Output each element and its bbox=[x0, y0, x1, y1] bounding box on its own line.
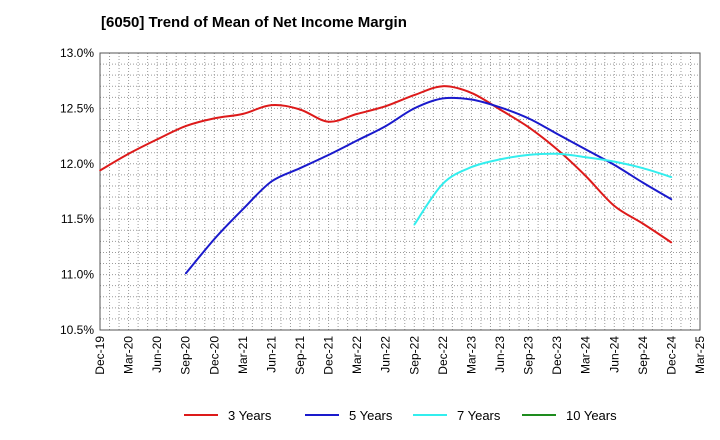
data-point-7-years bbox=[442, 182, 444, 185]
legend-swatch-3-years bbox=[184, 414, 218, 416]
x-tick-label: Dec-19 bbox=[93, 336, 107, 375]
data-point-5-years bbox=[327, 154, 330, 156]
legend-item-5-years: 5 Years bbox=[305, 405, 392, 425]
data-point-5-years bbox=[556, 133, 558, 135]
data-point-5-years bbox=[499, 106, 501, 109]
data-point-3-years bbox=[156, 138, 158, 141]
data-point-5-years bbox=[584, 148, 587, 151]
data-point-5-years bbox=[242, 208, 244, 210]
legend-label: 5 Years bbox=[349, 407, 393, 423]
chart-legend: 3 Years 5 Years 7 Years 10 Years bbox=[0, 405, 720, 425]
x-tick-label: Dec-20 bbox=[207, 336, 221, 375]
data-point-5-years bbox=[527, 117, 530, 120]
data-point-3-years bbox=[384, 105, 387, 107]
chart-title: [6050] Trend of Mean of Net Income Margi… bbox=[101, 14, 407, 31]
data-point-3-years bbox=[613, 205, 616, 207]
data-point-5-years bbox=[642, 181, 644, 184]
y-tick-label: 13.0% bbox=[60, 46, 94, 60]
data-point-7-years bbox=[413, 223, 416, 226]
x-tick-label: Sep-21 bbox=[293, 336, 307, 375]
data-point-3-years bbox=[356, 113, 358, 115]
x-tick-label: Jun-22 bbox=[379, 336, 393, 373]
x-tick-label: Dec-21 bbox=[322, 336, 336, 375]
data-point-3-years bbox=[184, 125, 187, 127]
x-tick-label: Mar-20 bbox=[122, 336, 136, 374]
y-tick-label: 12.0% bbox=[60, 157, 94, 171]
x-tick-label: Mar-22 bbox=[350, 336, 364, 374]
data-point-5-years bbox=[213, 238, 216, 240]
data-point-3-years bbox=[527, 126, 530, 128]
data-point-3-years bbox=[99, 169, 101, 172]
data-point-3-years bbox=[213, 117, 216, 120]
y-tick-label: 12.5% bbox=[60, 101, 94, 115]
data-point-5-years bbox=[413, 107, 416, 110]
x-tick-label: Mar-23 bbox=[464, 336, 478, 374]
data-point-5-years bbox=[670, 198, 673, 201]
data-point-3-years bbox=[470, 92, 473, 94]
legend-swatch-5-years bbox=[305, 414, 339, 416]
data-point-3-years bbox=[327, 120, 330, 123]
data-point-5-years bbox=[613, 164, 616, 166]
x-tick-label: Mar-24 bbox=[579, 336, 593, 374]
data-point-5-years bbox=[442, 97, 444, 100]
data-point-3-years bbox=[413, 94, 416, 96]
data-point-5-years bbox=[270, 180, 273, 183]
legend-swatch-7-years bbox=[413, 414, 447, 416]
x-tick-label: Jun-24 bbox=[607, 336, 621, 373]
data-point-3-years bbox=[499, 108, 501, 111]
x-tick-label: Sep-22 bbox=[407, 336, 421, 375]
legend-swatch-10-years bbox=[522, 414, 556, 416]
legend-item-10-years: 10 Years bbox=[522, 405, 617, 425]
data-point-3-years bbox=[242, 113, 244, 115]
x-tick-label: Jun-23 bbox=[493, 336, 507, 373]
data-point-3-years bbox=[270, 104, 273, 106]
data-point-7-years bbox=[527, 154, 530, 156]
data-point-7-years bbox=[584, 156, 587, 158]
x-tick-label: Mar-25 bbox=[693, 336, 707, 374]
data-point-3-years bbox=[670, 241, 673, 244]
x-tick-label: Mar-21 bbox=[236, 336, 250, 374]
data-point-5-years bbox=[470, 98, 473, 101]
legend-label: 10 Years bbox=[566, 407, 617, 423]
x-tick-label: Sep-24 bbox=[636, 336, 650, 375]
x-tick-label: Dec-23 bbox=[550, 336, 564, 375]
series-line-7-years bbox=[413, 152, 672, 226]
data-point-3-years bbox=[584, 175, 587, 177]
series-line-5-years bbox=[184, 96, 672, 275]
y-tick-label: 11.5% bbox=[61, 212, 94, 226]
data-point-3-years bbox=[442, 85, 444, 87]
data-point-3-years bbox=[556, 148, 558, 151]
data-point-3-years bbox=[642, 222, 644, 225]
data-point-7-years bbox=[670, 176, 673, 178]
data-point-5-years bbox=[356, 139, 358, 142]
data-point-7-years bbox=[642, 167, 644, 169]
x-tick-label: Dec-22 bbox=[436, 336, 450, 375]
legend-label: 7 Years bbox=[457, 407, 501, 423]
x-tick-label: Sep-23 bbox=[522, 336, 536, 375]
y-tick-label: 11.0% bbox=[61, 268, 94, 282]
y-tick-label: 10.5% bbox=[60, 323, 94, 337]
data-point-3-years bbox=[299, 108, 301, 111]
data-point-7-years bbox=[499, 158, 501, 161]
legend-item-3-years: 3 Years bbox=[184, 405, 271, 425]
legend-label: 3 Years bbox=[228, 407, 272, 423]
data-point-3-years bbox=[127, 153, 130, 155]
x-tick-label: Jun-20 bbox=[150, 336, 164, 373]
data-point-5-years bbox=[299, 167, 301, 169]
data-point-7-years bbox=[470, 166, 473, 168]
x-tick-label: Jun-21 bbox=[264, 336, 278, 373]
plot-area-frame bbox=[99, 52, 701, 331]
data-point-7-years bbox=[556, 153, 558, 155]
legend-item-7-years: 7 Years bbox=[413, 405, 500, 425]
data-point-5-years bbox=[384, 125, 387, 127]
data-point-5-years bbox=[184, 272, 187, 275]
x-tick-label: Sep-20 bbox=[179, 336, 193, 375]
data-point-7-years bbox=[613, 160, 616, 163]
x-tick-label: Dec-24 bbox=[664, 336, 678, 375]
